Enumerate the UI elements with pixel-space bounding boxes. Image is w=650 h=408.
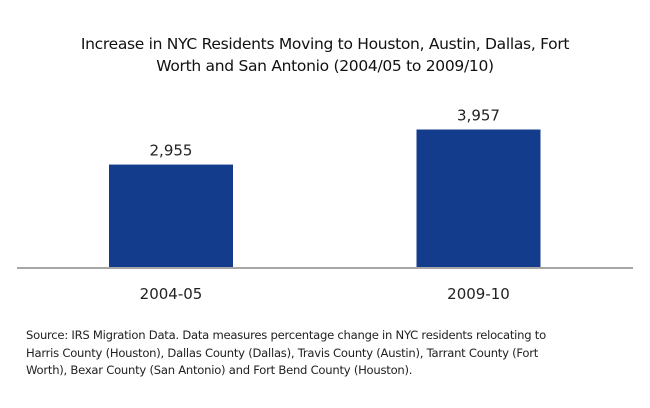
x-tick-label-2004-05: 2004-05	[140, 285, 203, 303]
chart-title-line-2: Worth and San Antonio (2004/05 to 2009/1…	[156, 57, 494, 75]
bar-2004-05	[109, 164, 233, 268]
data-label-2009-10: 3,957	[457, 107, 500, 125]
source-note: Source: IRS Migration Data. Data measure…	[26, 327, 636, 380]
chart-title-line-1: Increase in NYC Residents Moving to Hous…	[80, 35, 570, 53]
bars-group	[109, 129, 541, 268]
source-line-3: Worth), Bexar County (San Antonio) and F…	[26, 363, 413, 377]
x-tick-label-2009-10: 2009-10	[447, 285, 510, 303]
source-line-2: Harris County (Houston), Dallas County (…	[26, 345, 539, 360]
labels-group: 2,955 2004-05 3,957 2009-10	[140, 107, 510, 303]
chart-title: Increase in NYC Residents Moving to Hous…	[0, 33, 650, 77]
bar-2009-10	[416, 129, 541, 268]
source-line-1: Source: IRS Migration Data. Data measure…	[26, 328, 546, 342]
data-label-2004-05: 2,955	[150, 142, 193, 160]
